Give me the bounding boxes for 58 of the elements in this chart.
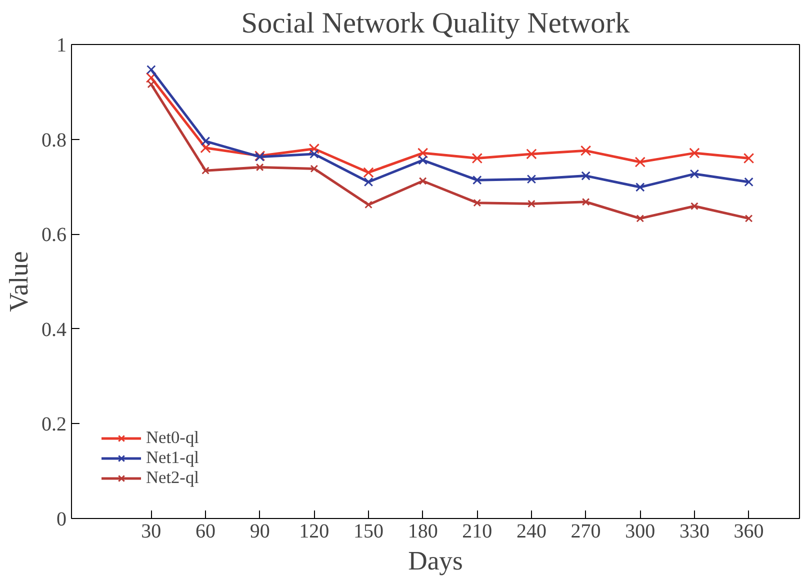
point [310, 164, 318, 173]
y-tick-label: 0.2 [42, 414, 66, 436]
point [636, 214, 644, 222]
point [472, 152, 482, 164]
point [308, 143, 320, 154]
x-tick-label: 180 [408, 520, 438, 542]
point [636, 182, 645, 192]
legend-label: Net2-ql [146, 468, 199, 488]
x-tick-label: 30 [141, 520, 162, 542]
point [690, 169, 700, 179]
x-tick-label: 60 [196, 520, 216, 542]
point [690, 202, 698, 210]
point [582, 198, 590, 206]
x-tick-label: 150 [353, 520, 384, 542]
x-tick-label: 300 [625, 520, 656, 542]
point [417, 148, 428, 158]
point [418, 156, 428, 165]
point [580, 145, 592, 156]
y-tick-label: 0 [56, 508, 66, 530]
point [744, 214, 753, 222]
point [526, 148, 537, 160]
point [200, 136, 210, 146]
x-tick-label: 240 [516, 520, 546, 542]
x-tick-label: 360 [734, 520, 764, 542]
x-tick-label: 330 [679, 520, 710, 542]
point [744, 177, 754, 187]
chart-title: Social Network Quality Network [241, 8, 630, 40]
x-tick-label: 270 [570, 520, 601, 542]
point [363, 167, 374, 178]
legend-label: Net1-ql [146, 448, 199, 468]
point [528, 200, 536, 208]
y-tick-label: 1 [56, 34, 66, 56]
point [743, 152, 754, 164]
point [256, 163, 264, 172]
point [146, 64, 156, 74]
y-tick-label: 0.6 [42, 224, 66, 246]
x-tick-label: 120 [299, 520, 330, 542]
x-tick-label: 210 [462, 520, 492, 542]
point [147, 80, 156, 88]
y-tick-label: 0.8 [42, 129, 66, 152]
x-axis-title: Days [408, 546, 463, 576]
point [146, 72, 157, 84]
point [634, 156, 646, 168]
point [581, 171, 590, 180]
y-axis-title: Value [4, 251, 34, 312]
point [310, 149, 319, 159]
point [472, 175, 482, 185]
point [526, 174, 536, 184]
x-tick-label: 90 [250, 520, 270, 542]
point [473, 198, 482, 207]
point [200, 142, 211, 154]
point [418, 177, 427, 185]
legend-label: Net0-ql [146, 428, 199, 448]
point [364, 200, 372, 209]
y-tick-label: 0.4 [42, 318, 66, 341]
point [364, 177, 374, 187]
point [689, 148, 700, 158]
point [202, 166, 210, 175]
